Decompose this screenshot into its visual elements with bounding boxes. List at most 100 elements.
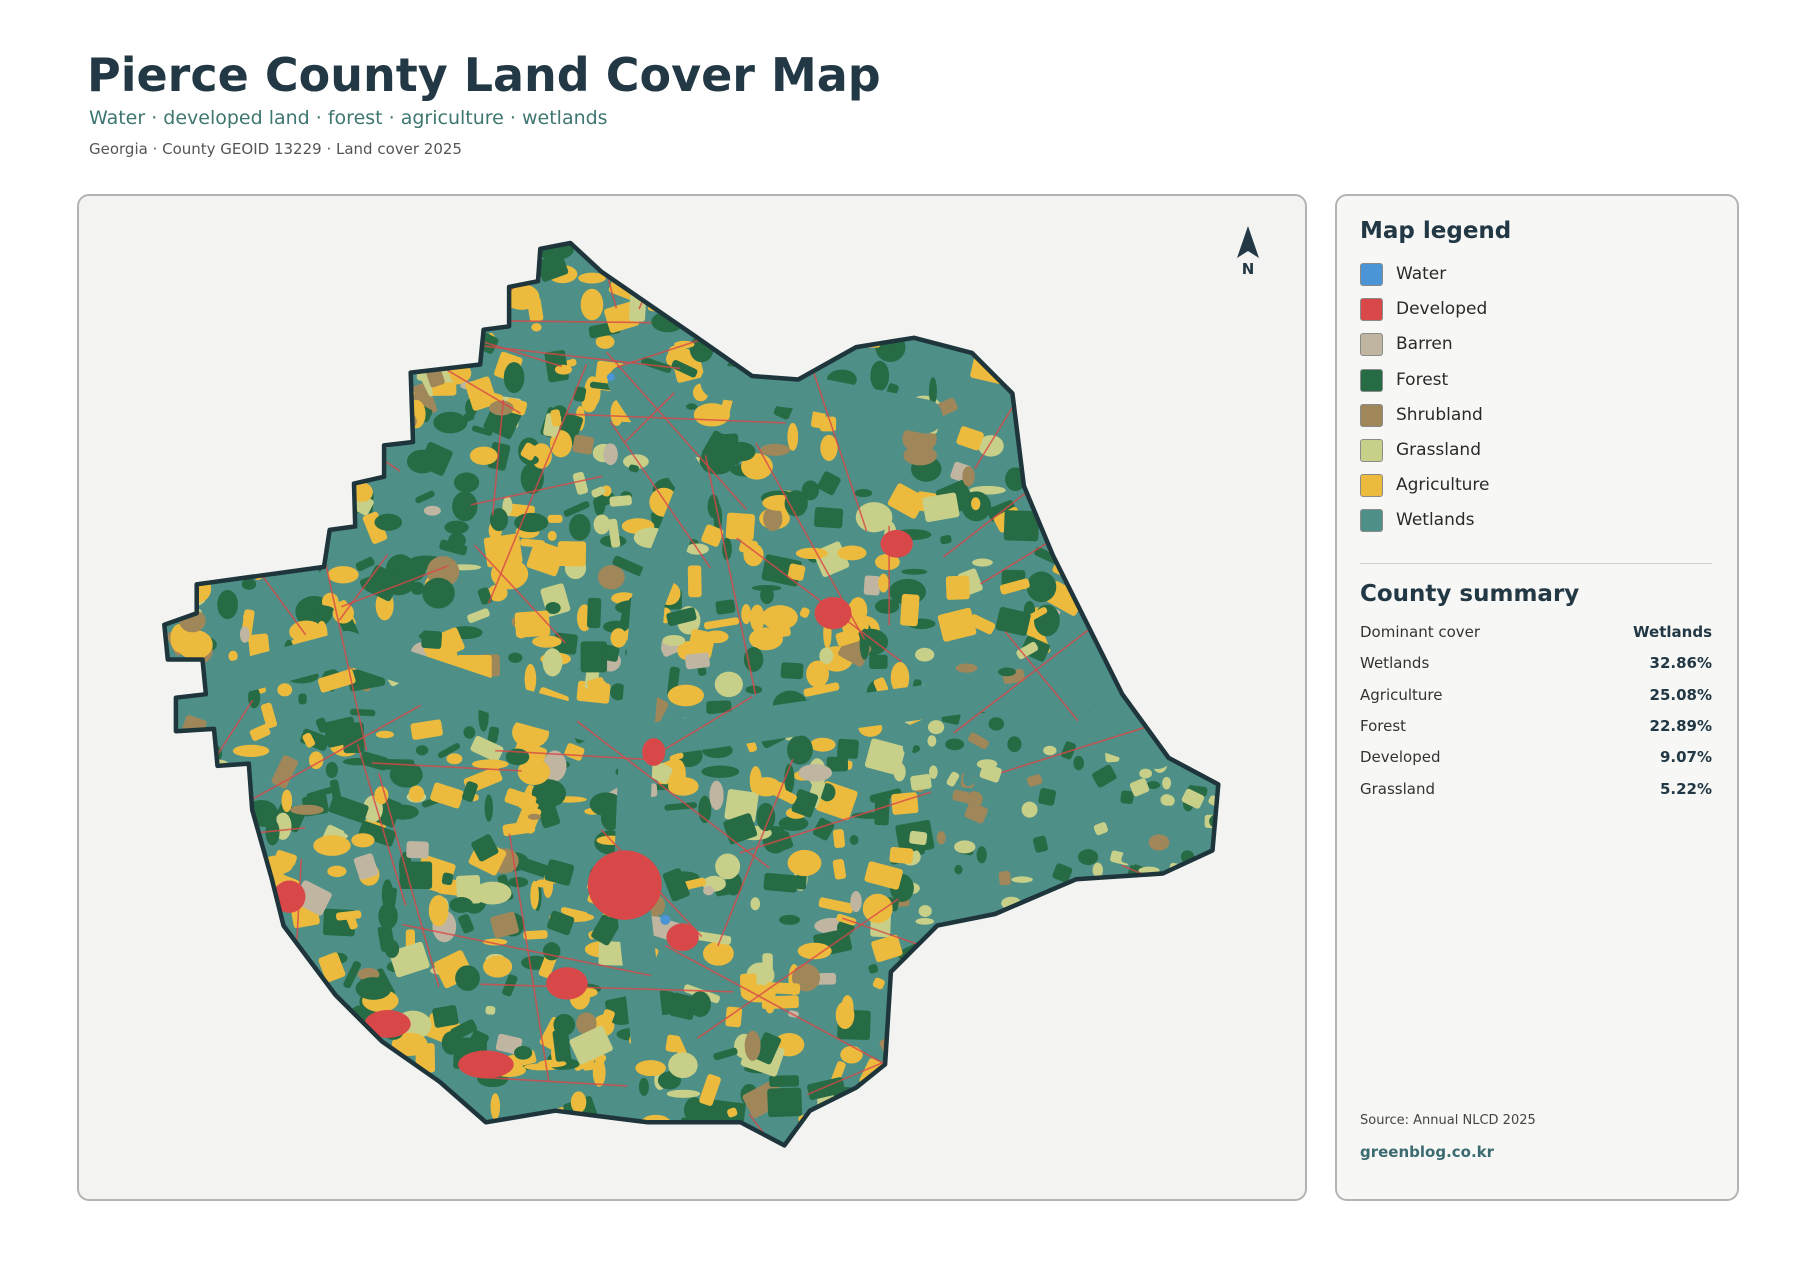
patch <box>760 443 791 456</box>
patch <box>784 322 812 335</box>
patch <box>1037 272 1052 280</box>
patch <box>169 243 191 266</box>
patch <box>241 1128 269 1142</box>
patch <box>1022 427 1056 458</box>
patch <box>554 364 573 375</box>
patch <box>224 518 239 548</box>
patch <box>359 751 389 771</box>
patch <box>192 509 225 536</box>
patch <box>900 1021 916 1033</box>
patch <box>374 786 389 805</box>
patch <box>946 771 960 787</box>
patch <box>831 1061 846 1083</box>
patch <box>553 632 578 655</box>
legend-label: Grassland <box>1396 440 1481 460</box>
patch <box>1176 1045 1194 1058</box>
patch <box>462 781 478 802</box>
patch <box>167 1133 206 1146</box>
patch <box>1130 249 1163 269</box>
patch <box>294 352 309 376</box>
patch <box>592 492 616 510</box>
patch <box>1220 940 1232 951</box>
patch <box>933 243 945 266</box>
patch <box>928 377 937 406</box>
patch <box>165 997 194 1015</box>
patch <box>470 735 504 762</box>
patch <box>688 268 724 297</box>
patch <box>350 351 369 373</box>
patch <box>170 1064 197 1072</box>
patch <box>552 1029 572 1062</box>
patch <box>327 499 351 524</box>
patch <box>1058 261 1083 276</box>
patch <box>929 765 938 779</box>
patch <box>175 938 198 970</box>
patch <box>1153 916 1167 933</box>
patch <box>744 1030 761 1061</box>
patch <box>203 358 237 382</box>
patch <box>1209 385 1219 401</box>
patch <box>903 310 923 337</box>
patch <box>515 804 542 834</box>
patch <box>1133 266 1167 285</box>
patch <box>289 620 324 644</box>
patch <box>302 732 316 748</box>
road <box>222 350 401 472</box>
legend-swatch <box>1360 439 1383 462</box>
patch <box>325 761 338 779</box>
patch <box>701 765 740 778</box>
patch <box>194 484 211 515</box>
patch <box>1036 276 1067 305</box>
patch <box>887 483 926 519</box>
patch <box>646 1123 661 1141</box>
patch <box>529 1136 560 1146</box>
patch <box>875 332 906 362</box>
patch <box>903 445 937 466</box>
patch <box>164 260 188 281</box>
patch <box>723 813 758 845</box>
patch <box>945 1015 960 1029</box>
patch <box>862 893 893 924</box>
patch <box>870 360 890 392</box>
patch <box>937 607 977 642</box>
patch <box>990 295 1013 311</box>
patch <box>355 556 375 572</box>
patch <box>1190 496 1219 525</box>
patch <box>550 409 562 427</box>
patch <box>850 891 862 913</box>
patch <box>1169 730 1189 746</box>
patch <box>694 298 713 320</box>
patch <box>832 829 846 849</box>
patch <box>1184 576 1196 597</box>
patch <box>831 334 866 343</box>
patch <box>890 984 926 1005</box>
patch <box>918 905 932 918</box>
water-body <box>606 373 615 382</box>
patch <box>255 1047 282 1058</box>
patch <box>944 1038 962 1054</box>
patch <box>1116 992 1130 999</box>
road <box>1194 661 1219 757</box>
patch <box>268 1004 286 1015</box>
patch <box>665 1034 680 1053</box>
patch <box>408 785 425 803</box>
patch <box>1042 516 1068 528</box>
patch <box>1117 961 1140 970</box>
channel <box>700 364 943 434</box>
road <box>566 413 786 424</box>
patch <box>328 1050 348 1065</box>
developed-area <box>880 529 913 558</box>
patch <box>1036 899 1051 919</box>
patch <box>893 762 906 782</box>
patch <box>922 1134 934 1144</box>
patch <box>799 258 816 284</box>
patch <box>563 501 590 517</box>
patch <box>1181 788 1205 809</box>
patch <box>821 248 839 276</box>
patch <box>222 473 245 487</box>
developed-area <box>642 738 666 766</box>
patch <box>172 338 204 350</box>
patch <box>1041 369 1051 393</box>
patch <box>267 448 291 481</box>
patch <box>430 782 464 809</box>
